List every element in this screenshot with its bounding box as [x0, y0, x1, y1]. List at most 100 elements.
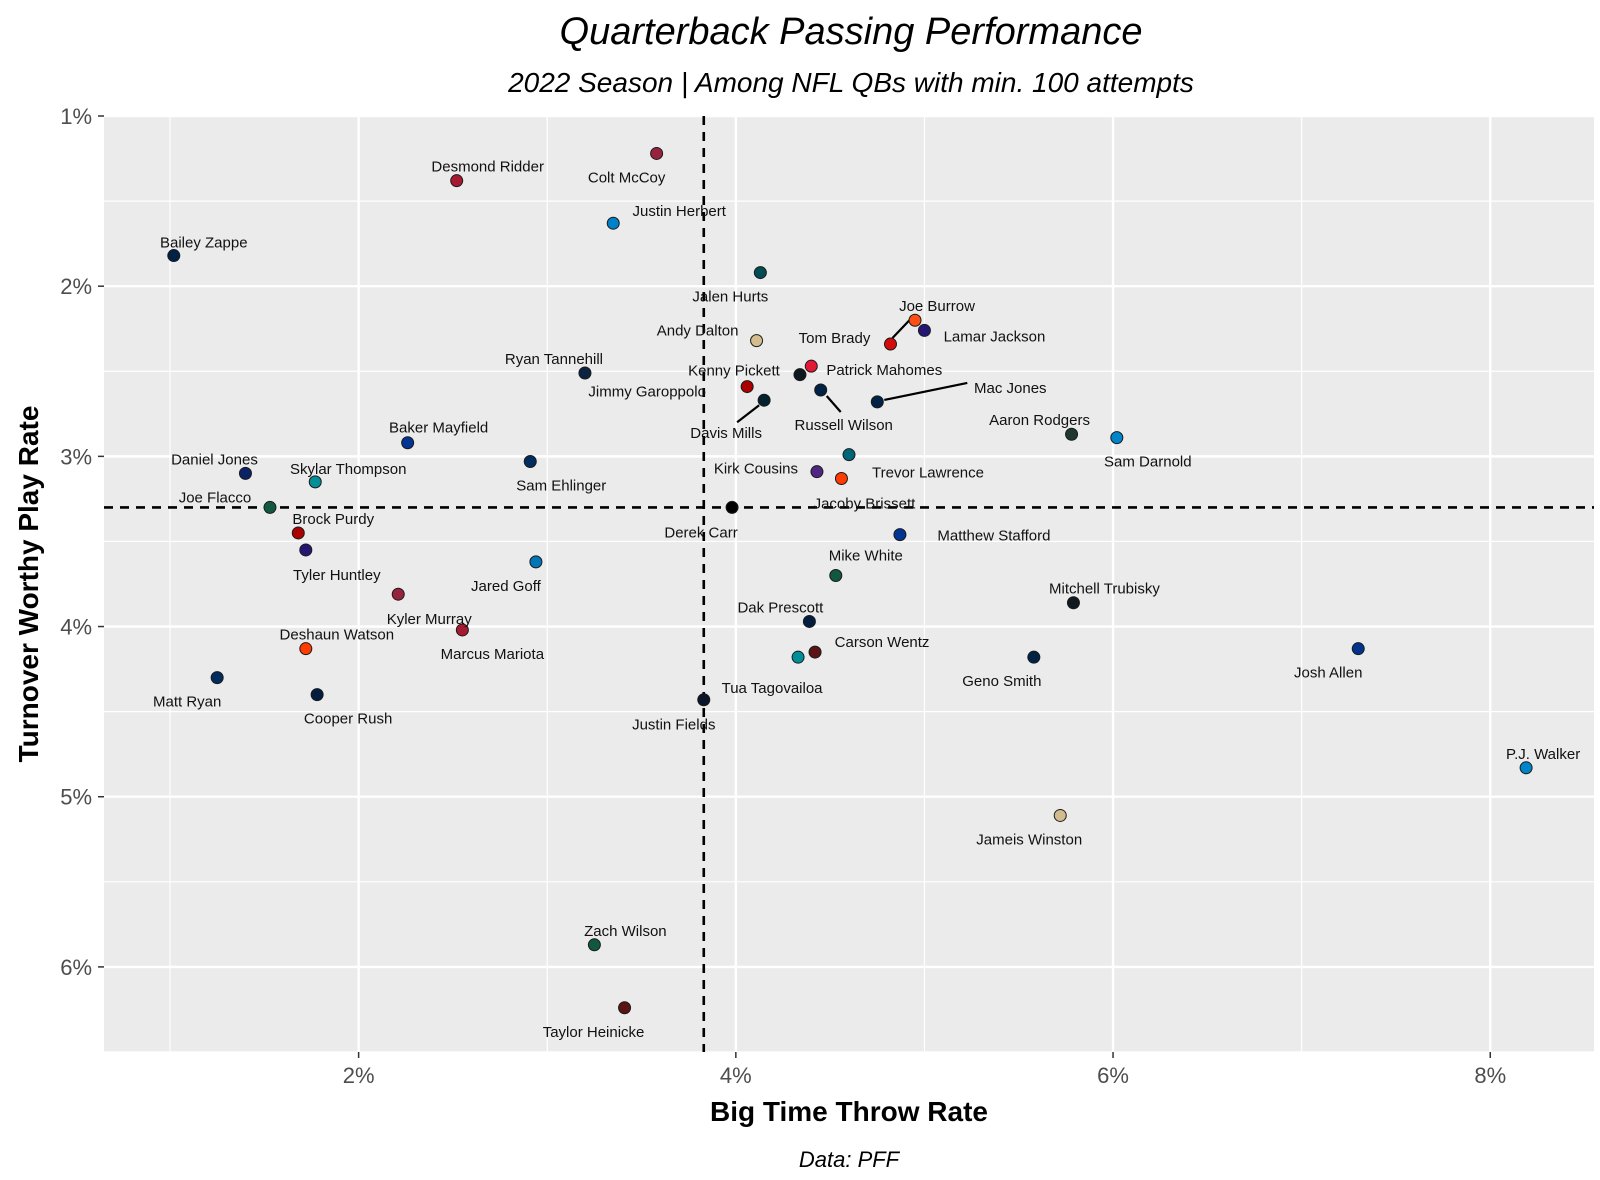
- point-marcus-mariota: [455, 623, 469, 637]
- point-russell-wilson: [814, 383, 828, 397]
- point-label-skylar-thompson: Skylar Thompson: [290, 461, 406, 478]
- point-lamar-jackson: [917, 323, 931, 337]
- point-jared-goff: [529, 555, 543, 569]
- label-leader-lines: [736, 316, 968, 424]
- point-label-jalen-hurts: Jalen Hurts: [692, 289, 768, 306]
- point-label-colt-mccoy: Colt McCoy: [588, 169, 666, 186]
- point-label-matt-ryan: Matt Ryan: [153, 694, 221, 711]
- point-matthew-stafford: [893, 528, 907, 542]
- point-brock-purdy: [291, 526, 305, 540]
- point-label-taylor-heinicke: Taylor Heinicke: [543, 1024, 645, 1041]
- point-label-deshaun-watson: Deshaun Watson: [280, 627, 395, 644]
- y-tick-label: 4%: [60, 615, 92, 640]
- point-mike-white: [829, 568, 843, 582]
- point-label-joe-flacco: Joe Flacco: [179, 489, 252, 506]
- y-tick-label: 5%: [60, 785, 92, 810]
- point-desmond-ridder: [450, 174, 464, 188]
- data-points: [167, 146, 1533, 1015]
- point-zach-wilson: [587, 938, 601, 952]
- point-label-sam-ehlinger: Sam Ehlinger: [516, 477, 606, 494]
- point-label-ryan-tannehill: Ryan Tannehill: [505, 351, 603, 368]
- point-baker-mayfield: [401, 436, 415, 450]
- point-label-kirk-cousins: Kirk Cousins: [714, 461, 798, 478]
- point-label-jacoby-brissett: Jacoby Brissett: [814, 495, 917, 512]
- point-tom-brady: [883, 337, 897, 351]
- point-kenny-pickett: [793, 368, 807, 382]
- point-label-kenny-pickett: Kenny Pickett: [688, 363, 781, 380]
- point-label-marcus-mariota: Marcus Mariota: [441, 646, 545, 663]
- x-axis-title: Big Time Throw Rate: [710, 1096, 988, 1127]
- point-label-tyler-huntley: Tyler Huntley: [293, 567, 381, 584]
- point-taylor-heinicke: [618, 1001, 632, 1015]
- point-dak-prescott: [802, 614, 816, 628]
- point-label-cooper-rush: Cooper Rush: [304, 711, 392, 728]
- point-kyler-murray: [391, 587, 405, 601]
- point-label-josh-allen: Josh Allen: [1294, 665, 1362, 682]
- y-tick-label: 6%: [60, 955, 92, 980]
- point-labels: Colt McCoy Desmond Ridder Justin Herbert Ba…: [153, 159, 1580, 1041]
- point-geno-smith: [1027, 650, 1041, 664]
- point-patrick-mahomes: [804, 359, 818, 373]
- point-label-justin-fields: Justin Fields: [632, 717, 715, 734]
- point-label-justin-herbert: Justin Herbert: [633, 203, 727, 220]
- point-jalen-hurts: [753, 266, 767, 280]
- point-label-bailey-zappe: Bailey Zappe: [160, 235, 248, 252]
- point-label-aaron-rodgers: Aaron Rodgers: [989, 412, 1090, 429]
- point-joe-burrow: [908, 313, 922, 327]
- point-label-trevor-lawrence: Trevor Lawrence: [872, 465, 984, 482]
- point-label-jimmy-garoppolo: Jimmy Garoppolo: [588, 384, 706, 401]
- x-tick-label: 4%: [720, 1063, 752, 1088]
- point-label-baker-mayfield: Baker Mayfield: [389, 420, 488, 437]
- point-label-dak-prescott: Dak Prescott: [737, 599, 824, 616]
- point-label-matthew-stafford: Matthew Stafford: [937, 528, 1050, 545]
- minor-gridlines: [104, 116, 1594, 1053]
- point-andy-dalton: [750, 334, 764, 348]
- point-jacoby-brissett: [834, 471, 848, 485]
- point-colt-mccoy: [650, 146, 664, 160]
- point-label-joe-burrow: Joe Burrow: [899, 298, 975, 315]
- x-axis-ticks: 2% 4% 6% 8%: [343, 1052, 1506, 1088]
- leader-line-mac-jones: [884, 381, 968, 401]
- point-kirk-cousins: [810, 465, 824, 479]
- point-joe-flacco: [263, 500, 277, 514]
- point-label-tua-tagovailoa: Tua Tagovailoa: [722, 680, 824, 697]
- x-tick-label: 2%: [343, 1063, 375, 1088]
- y-axis-title: Turnover Worthy Play Rate: [13, 406, 44, 763]
- point-derek-carr: [725, 500, 739, 514]
- point-josh-allen: [1351, 642, 1365, 656]
- point-tyler-huntley: [299, 543, 313, 557]
- point-label-patrick-mahomes: Patrick Mahomes: [826, 362, 942, 379]
- point-label-mac-jones: Mac Jones: [974, 380, 1047, 397]
- point-bailey-zappe: [167, 249, 181, 263]
- point-label-andy-dalton: Andy Dalton: [657, 323, 739, 340]
- point-label-davis-mills: Davis Mills: [690, 425, 762, 442]
- point-matt-ryan: [210, 671, 224, 685]
- point-carson-wentz: [808, 645, 822, 659]
- point-label-zach-wilson: Zach Wilson: [584, 923, 667, 940]
- point-jameis-winston: [1053, 808, 1067, 822]
- point-label-daniel-jones: Daniel Jones: [171, 451, 258, 468]
- point-label-carson-wentz: Carson Wentz: [835, 634, 930, 651]
- point-tua-tagovailoa: [791, 650, 805, 664]
- y-tick-label: 2%: [60, 274, 92, 299]
- point-sam-darnold: [1110, 431, 1124, 445]
- chart-subtitle: 2022 Season | Among NFL QBs with min. 10…: [507, 67, 1194, 98]
- point-label-desmond-ridder: Desmond Ridder: [431, 159, 544, 176]
- x-tick-label: 6%: [1097, 1063, 1129, 1088]
- y-tick-label: 1%: [60, 104, 92, 129]
- x-tick-label: 8%: [1474, 1063, 1506, 1088]
- point-sam-ehlinger: [523, 454, 537, 468]
- point-label-russell-wilson: Russell Wilson: [795, 417, 893, 434]
- point-deshaun-watson: [299, 642, 313, 656]
- y-axis-ticks: 1% 2% 3% 4% 5% 6%: [60, 104, 104, 980]
- point-label-p-j-walker: P.J. Walker: [1506, 746, 1580, 763]
- point-label-brock-purdy: Brock Purdy: [292, 511, 374, 528]
- point-label-sam-darnold: Sam Darnold: [1104, 454, 1192, 471]
- point-ryan-tannehill: [578, 366, 592, 380]
- reference-lines: [104, 116, 1594, 1052]
- point-label-mitchell-trubisky: Mitchell Trubisky: [1049, 581, 1160, 598]
- leader-line-russell-wilson: [825, 395, 842, 413]
- chart-caption: Data: PFF: [799, 1147, 901, 1172]
- point-mac-jones: [870, 395, 884, 409]
